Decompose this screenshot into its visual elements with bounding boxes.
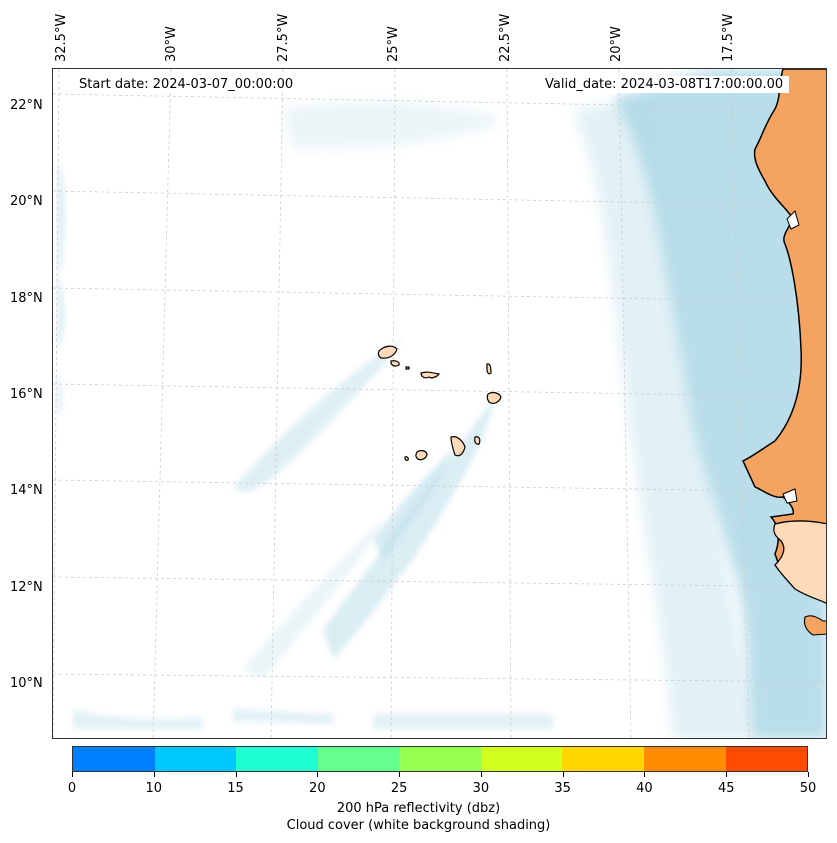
colorbar-tick-label: 45 <box>717 781 735 796</box>
lon-label-27-5w: 27.5°W <box>276 13 291 62</box>
colorbar-tick-label: 30 <box>472 781 490 796</box>
cloud-south-streak-2 <box>323 399 493 659</box>
colorbar-tick-mark <box>399 772 401 777</box>
colorbar-segment-2 <box>236 747 318 771</box>
colorbar-tick-mark <box>235 772 237 777</box>
cloud-offshore-haze <box>573 99 753 738</box>
colorbar-label: 200 hPa reflectivity (dbz) <box>336 801 501 816</box>
map-canvas <box>53 69 826 738</box>
colorbar-tick-mark <box>562 772 564 777</box>
lat-label-12n: 12°N <box>10 580 43 595</box>
cloud-west-edge <box>57 159 66 419</box>
colorbar-tick-mark <box>726 772 728 777</box>
island-santiago <box>450 436 466 457</box>
map-panel[interactable] <box>52 68 827 739</box>
colorbar-tick-mark <box>72 772 73 777</box>
island-maio <box>474 436 481 445</box>
colorbar-segment-6 <box>562 747 644 771</box>
lat-label-18n: 18°N <box>10 291 43 306</box>
island-brava <box>404 456 409 461</box>
colorbar-tick-label: 40 <box>636 781 653 796</box>
lon-label-32-5w: 32.5°W <box>54 13 69 62</box>
island-boa-vista <box>486 391 502 404</box>
africa-mainland <box>742 69 826 578</box>
lat-label-16n: 16°N <box>10 387 43 402</box>
cloud-cover-layer <box>57 69 826 738</box>
island-santo-antao <box>377 345 398 359</box>
lat-label-10n: 10°N <box>10 676 43 691</box>
coast-inlet-1 <box>782 488 798 504</box>
island-sal <box>486 363 492 375</box>
colorbar-segment-8 <box>725 747 808 771</box>
cape-verde-islands <box>377 345 502 461</box>
island-sao-nicolau <box>420 371 441 379</box>
colorbar-tick-label: 10 <box>145 781 163 796</box>
colorbar-segment-1 <box>154 747 237 771</box>
start-date-label: Start date: 2024-03-07_00:00:00 <box>73 76 300 93</box>
colorbar-tick-label: 20 <box>309 781 326 796</box>
colorbar-segment-7 <box>643 747 726 771</box>
coast-inlet-2 <box>786 210 800 230</box>
island-fogo <box>415 449 428 461</box>
gambia-guinea-coast <box>773 520 826 604</box>
colorbar-segment-5 <box>480 747 563 771</box>
cloud-south-streak-1 <box>373 449 453 559</box>
colorbar-segment-0 <box>73 747 155 771</box>
lon-label-22-5w: 22.5°W <box>498 13 513 62</box>
cloud-south-streak-3 <box>243 519 383 679</box>
cloud-island-plume <box>233 339 403 492</box>
colorbar-tick-label: 50 <box>799 781 817 796</box>
graticule <box>53 69 826 738</box>
colorbar-tick-mark <box>317 772 319 777</box>
lon-label-30w: 30°W <box>164 26 179 62</box>
colorbar-segment-3 <box>317 747 400 771</box>
island-santa-luzia <box>405 366 410 370</box>
island-sao-vicente <box>390 360 400 367</box>
colorbar-segment-4 <box>399 747 481 771</box>
colorbar-tick-label: 0 <box>67 781 77 796</box>
colorbar-tick-label: 25 <box>390 781 408 796</box>
colorbar-tick-mark <box>808 772 809 777</box>
colorbar-tick-label: 35 <box>554 781 571 796</box>
lon-label-25w: 25°W <box>386 26 401 62</box>
colorbar-sublabel: Cloud cover (white background shading) <box>286 818 551 833</box>
colorbar-tick-mark <box>480 772 482 777</box>
lat-label-20n: 20°N <box>10 194 43 209</box>
lon-label-17-5w: 17.5°W <box>721 13 736 62</box>
bijagos-islands <box>803 615 826 636</box>
colorbar <box>72 746 808 772</box>
colorbar-tick-mark <box>644 772 646 777</box>
colorbar-tick-mark <box>153 772 155 777</box>
lat-label-14n: 14°N <box>10 483 43 498</box>
lon-label-20w: 20°W <box>609 26 624 62</box>
lat-label-22n: 22°N <box>10 98 43 113</box>
cloud-bottom-streak <box>73 709 553 729</box>
cloud-north-band <box>283 102 503 149</box>
valid-date-label: Valid_date: 2024-03-08T17:00:00.00 <box>539 76 790 93</box>
colorbar-tick-label: 15 <box>227 781 244 796</box>
